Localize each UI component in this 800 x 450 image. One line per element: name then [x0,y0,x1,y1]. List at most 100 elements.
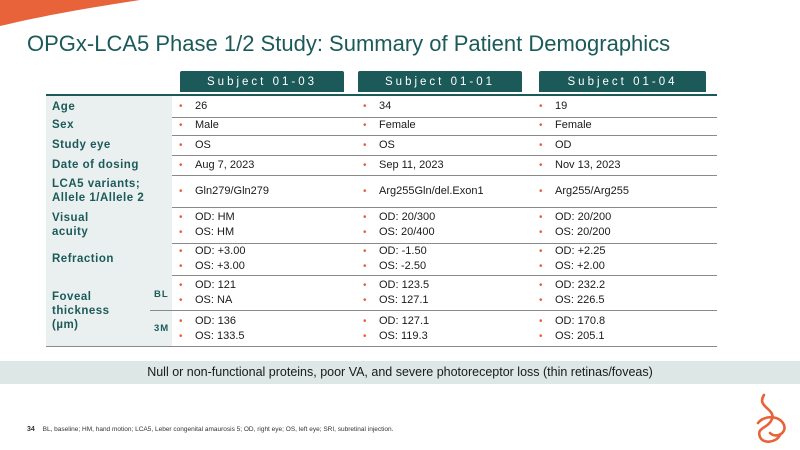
bullet-icon: • [363,185,367,197]
cell-value: OS: 20/200 [555,226,611,238]
foveal-label-line: thickness [52,305,110,317]
cell-item: • 34 [363,99,391,114]
cell-subject-01-03: • 26 [179,96,207,117]
cell-subject-01-01: • OD: 123.5 • OS: 127.1 [363,275,429,310]
cell-value: Sep 11, 2023 [379,158,444,171]
table-row-visual-acuity: Visual acuity • OD: HM • OS: HM • OD: 20/300 • OS… [46,207,717,244]
cell-subject-01-01: • OD: 20/300 • OS: 20/400 [363,207,435,243]
bullet-icon: • [179,279,183,291]
page-number: 34 [27,426,35,433]
cell-subject-01-03: • Aug 7, 2023 [179,155,254,175]
cell-value: OS: NA [195,293,233,306]
cell-item: • OS [363,138,395,153]
cell-subject-01-04: • Arg255/Arg255 [539,175,629,207]
cell-subject-01-01: • OD: 127.1 • OS: 119.3 [363,311,429,346]
cell-subject-01-03: • OD: +3.00 • OS: +3.00 [179,243,245,275]
cell-value: OS: 119.3 [379,329,428,342]
cell-value: Aug 7, 2023 [195,158,255,171]
cell-item: • OS: 127.1 [363,293,429,308]
cell-value: OS: +3.00 [195,260,245,272]
foveal-label-line: Foveal [52,291,92,303]
cell-value: Arg255Gln/del.Exon1 [379,184,484,197]
cell-item: • OD: 123.5 [363,278,429,293]
cell-subject-01-03: • OS [179,135,211,155]
cell-subject-01-03: • OD: HM • OS: HM [179,207,235,243]
bullet-icon: • [363,330,367,342]
bullet-icon: • [179,101,183,112]
bullet-icon: • [363,119,367,131]
cell-subject-01-01: • 34 [363,96,391,117]
bullet-icon: • [539,101,543,112]
cell-item: • OS: 20/200 [539,225,611,240]
cell-value: OD: 170.8 [555,314,606,327]
cell-item: • OS: +2.00 [539,259,605,274]
row-label-line: Allele 1/Allele 2 [52,192,145,204]
bullet-icon: • [179,212,183,223]
foveal-label-line: (µm) [52,319,79,331]
bullet-icon: • [539,139,543,151]
cell-value: OS: 205.1 [555,329,605,342]
cell-item: • OD [539,138,572,153]
bullet-icon: • [363,315,367,327]
cell-subject-01-04: • OD: 232.2 • OS: 226.5 [539,275,605,310]
cell-item: • OD: 127.1 [363,314,429,329]
foveal-sub-divider [150,310,717,311]
column-header-subject-01-04: Subject 01-04 [539,71,706,92]
cell-subject-01-01: • Arg255Gln/del.Exon1 [363,175,484,207]
bullet-icon: • [363,159,367,171]
cell-value: OS: 20/400 [379,226,435,238]
cell-value: OD: 20/300 [379,211,436,223]
bullet-icon: • [179,246,183,257]
cell-subject-01-03: • OD: 136 • OS: 133.5 [179,311,245,346]
cell-item: • OS: 119.3 [363,329,429,344]
cell-subject-01-04: • 19 [539,96,567,117]
bullet-icon: • [363,261,367,272]
cell-item: • OS: 20/400 [363,225,435,240]
sub-label-3-months: 3M [154,323,170,334]
cell-value: OS: 127.1 [379,293,429,306]
cell-value: Female [555,118,592,131]
cell-subject-01-04: • Female [539,115,592,135]
cell-value: OD: +2.25 [555,245,606,257]
cell-value: Gln279/Gln279 [195,184,269,197]
cell-value: Female [379,118,416,131]
cell-item: • OD: 121 [179,278,236,293]
row-label: Sex [46,115,172,135]
bullet-icon: • [539,294,543,306]
row-label: Study eye [46,135,172,155]
bullet-icon: • [179,185,183,197]
summary-banner: Null or non-functional proteins, poor VA… [0,361,800,384]
bullet-icon: • [539,185,543,197]
company-logo [756,393,786,443]
cell-subject-01-04: • OD [539,135,572,155]
row-label: Refraction [46,243,172,275]
cell-subject-01-01: • OS [363,135,395,155]
cell-subject-01-03: • OD: 121 • OS: NA [179,275,236,310]
table-row-refraction: Refraction • OD: +3.00 • OS: +3.00 • OD: -1.50… [46,243,717,276]
cell-item: • Sep 11, 2023 [363,158,444,173]
cell-subject-01-04: • OD: 20/200 • OS: 20/200 [539,207,611,243]
cell-value: OS: +2.00 [555,260,605,272]
cell-value: OS: HM [195,226,235,238]
cell-item: • OS: -2.50 [363,259,427,274]
cell-value: OS [379,138,395,151]
bullet-icon: • [179,294,183,306]
table-row-sex: Sex • Male • Female • Female [46,115,717,136]
table-row-foveal-3-months: • OD: 136 • OS: 133.5 • OD: 127.1 • OS: 119.3 • O… [46,311,717,347]
row-label: Visual acuity [46,207,172,243]
row-label-line: LCA5 variants; [52,178,141,190]
cell-item: • Female [539,118,592,133]
cell-item: • OD: -1.50 [363,244,427,259]
cell-subject-01-01: • Female [363,115,416,135]
cell-item: • OD: HM [179,210,235,225]
bullet-icon: • [363,246,367,257]
cell-value: OS: 226.5 [555,293,605,306]
row-label: LCA5 variants; Allele 1/Allele 2 [46,175,172,207]
cell-subject-01-01: • Sep 11, 2023 [363,155,444,175]
bullet-icon: • [539,212,543,223]
cell-value: OD: 20/200 [555,211,612,223]
cell-value: OD: 123.5 [379,278,430,291]
cell-subject-01-04: • OD: +2.25 • OS: +2.00 [539,243,605,275]
cell-item: • OS: 226.5 [539,293,605,308]
cell-value: 26 [195,100,208,112]
